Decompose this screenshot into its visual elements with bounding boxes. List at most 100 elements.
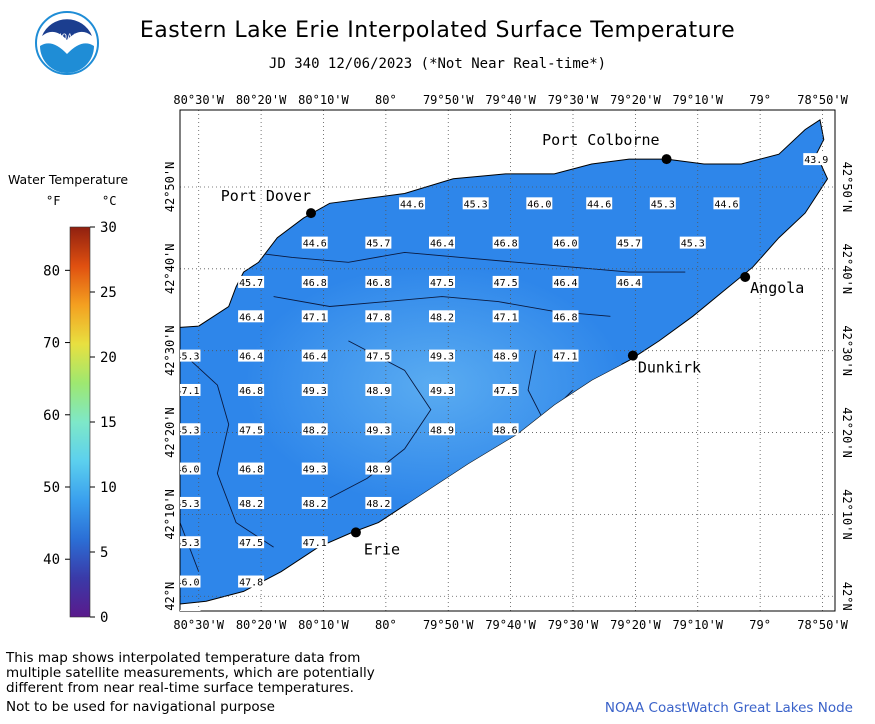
- legend-tick-celsius: 25: [100, 285, 117, 301]
- latitude-label-right: 42°40'N: [840, 244, 854, 295]
- temperature-label-box: [115, 610, 141, 622]
- temperature-label: 49.3: [303, 465, 327, 476]
- temperature-label-box: [115, 384, 141, 396]
- latitude-label-right: 42°10'N: [840, 489, 854, 540]
- temperature-label-box: [301, 496, 328, 509]
- temperature-label: 46.4: [430, 239, 454, 250]
- temperature-label: 46.8: [303, 278, 327, 289]
- longitude-label-bottom: 79°20'W: [610, 618, 661, 632]
- temperature-label-box: [365, 275, 392, 288]
- temperature-label: 45.3: [175, 425, 199, 436]
- temperature-label-box: [429, 236, 455, 249]
- temperature-label-box: [492, 383, 519, 396]
- temperature-label-box: [429, 275, 455, 288]
- temperature-label-box: [616, 275, 643, 288]
- temperature-label: 46.8: [494, 239, 518, 250]
- disclaimer-line: This map shows interpolated temperature …: [6, 650, 361, 666]
- temperature-label: 49.3: [430, 386, 454, 397]
- temperature-label: 47.5: [366, 352, 390, 363]
- isotherm-contour: [329, 340, 432, 499]
- temperature-label: 48.2: [303, 499, 327, 510]
- temperature-label-box: [492, 310, 519, 323]
- temperature-label-box: [552, 236, 579, 249]
- temperature-label: 47.1: [175, 386, 199, 397]
- longitude-label-bottom: 79°50'W: [423, 618, 474, 632]
- temperature-label: 45.3: [175, 538, 199, 549]
- latitude-label-left: 42°20'N: [163, 407, 177, 458]
- temperature-label: 44.2: [116, 386, 140, 397]
- temperature-label-box: [180, 536, 201, 549]
- temperature-label: 46.8: [366, 278, 390, 289]
- longitude-label-top: 80°30'W: [173, 93, 224, 107]
- isotherm-contour: [251, 251, 686, 273]
- temperature-label: 46.4: [617, 278, 641, 289]
- longitude-label-top: 80°: [375, 93, 397, 107]
- legend-tick-fahrenheit: 60: [43, 408, 60, 424]
- latitude-label-left: 42°30'N: [163, 325, 177, 376]
- temperature-label: 47.5: [239, 538, 263, 549]
- temperature-label-box: [301, 536, 328, 549]
- temperature-label: 46.8: [239, 386, 263, 397]
- temperature-label: 47.1: [303, 312, 327, 323]
- city-marker: [306, 208, 316, 219]
- temperature-label-box: [365, 383, 392, 396]
- city-label: Erie: [364, 540, 400, 558]
- temperature-label-box: [492, 423, 519, 436]
- longitude-label-top: 79°30'W: [548, 93, 599, 107]
- longitude-label-top: 80°20'W: [236, 93, 287, 107]
- legend-title: Water Temperature: [8, 172, 129, 187]
- legend-tick-fahrenheit: 80: [43, 263, 60, 279]
- temperature-label: 43.9: [804, 155, 828, 166]
- legend-unit-celsius: °C: [102, 194, 117, 208]
- temperature-label-box: [301, 236, 328, 249]
- temperature-label-box: [399, 197, 426, 210]
- temperature-label-box: [586, 197, 613, 210]
- disclaimer-line: multiple satellite measurements, which a…: [6, 665, 375, 681]
- latitude-label-right: 42°30'N: [840, 325, 854, 376]
- temperature-label-box: [180, 462, 201, 475]
- noaa-logo: NOAA: [35, 11, 99, 75]
- temperature-label: 45.7: [239, 278, 263, 289]
- logo-text: NOAA: [56, 33, 78, 43]
- temperature-label-box: [429, 383, 455, 396]
- latitude-label-right: 42°50'N: [840, 162, 854, 213]
- temperature-label-box: [365, 423, 392, 436]
- temperature-label: 47.8: [239, 578, 263, 589]
- temperature-label-box: [180, 423, 201, 436]
- temperature-label-box: [301, 310, 328, 323]
- temperature-label-box: [238, 423, 265, 436]
- temperature-label-box: [429, 349, 455, 362]
- temperature-label: 44.6: [714, 199, 738, 210]
- temperature-label-box: [526, 197, 553, 210]
- temperature-label: 46.0: [175, 578, 199, 589]
- temperature-label: 45.3: [116, 612, 140, 623]
- disclaimer-line: different from near real-time surface te…: [6, 680, 354, 696]
- temperature-map: 80°30'W 80°30'W 80°20'W 80°20'W 80°10'W 80°10…: [115, 93, 854, 632]
- temperature-label: 46.4: [239, 312, 263, 323]
- temperature-label: 46.0: [553, 239, 577, 250]
- temperature-label: 46.4: [303, 352, 327, 363]
- temperature-label-box: [365, 310, 392, 323]
- latitude-label-left: 42°40'N: [163, 244, 177, 295]
- longitude-label-top: 79°20'W: [610, 93, 661, 107]
- temperature-label: 44.6: [303, 239, 327, 250]
- legend-tick-celsius: 30: [100, 220, 117, 236]
- temperature-label-box: [180, 383, 201, 396]
- temperature-label: 47.5: [494, 278, 518, 289]
- temperature-label: 45.3: [175, 352, 199, 363]
- temperature-label: 46.4: [239, 352, 263, 363]
- city-label: Angola: [750, 279, 804, 297]
- temperature-label: 46.8: [239, 465, 263, 476]
- temperature-label-box: [552, 275, 579, 288]
- temperature-label-box: [238, 275, 265, 288]
- credit-text: NOAA CoastWatch Great Lakes Node: [604, 700, 853, 716]
- temperature-label-box: [238, 536, 265, 549]
- temperature-label: 46.4: [553, 278, 577, 289]
- city-marker: [661, 154, 672, 165]
- temperature-label: 49.3: [303, 386, 327, 397]
- temperature-label: 48.9: [494, 352, 518, 363]
- temperature-label-box: [180, 496, 201, 509]
- temperature-label: 48.2: [430, 312, 454, 323]
- legend-tick-fahrenheit: 50: [43, 480, 60, 496]
- temperature-label: 49.3: [430, 352, 454, 363]
